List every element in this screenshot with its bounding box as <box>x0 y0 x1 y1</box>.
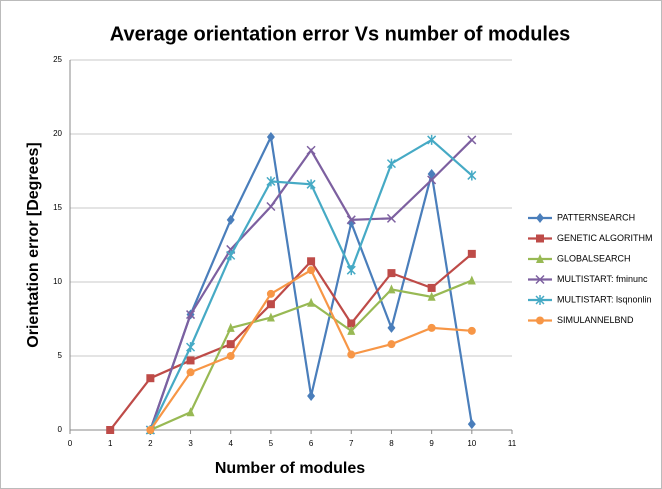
marker <box>427 175 437 185</box>
marker <box>347 350 356 359</box>
marker <box>387 340 396 349</box>
marker <box>186 368 195 377</box>
marker <box>467 326 476 335</box>
marker <box>467 249 476 258</box>
marker <box>427 323 436 332</box>
legend-label: GENETIC ALGORITHM <box>557 233 653 243</box>
y-tick-label: 20 <box>53 129 62 138</box>
marker <box>186 407 195 417</box>
marker <box>266 300 275 309</box>
legend-marker <box>536 234 544 243</box>
marker <box>186 356 195 365</box>
chart-title: Average orientation error Vs number of m… <box>110 23 570 45</box>
marker <box>427 134 437 145</box>
x-tick-label: 0 <box>68 439 73 448</box>
marker <box>266 176 276 187</box>
marker <box>307 266 316 275</box>
marker <box>427 283 436 292</box>
marker <box>467 275 476 285</box>
marker <box>266 201 276 212</box>
marker <box>346 265 356 276</box>
marker <box>266 131 275 142</box>
marker <box>427 291 436 301</box>
legend-marker <box>535 274 545 285</box>
x-tick-label: 9 <box>429 439 434 448</box>
y-tick-label: 15 <box>53 203 62 212</box>
marker <box>346 215 356 225</box>
y-tick-label: 25 <box>53 55 62 64</box>
x-tick-label: 1 <box>108 439 113 448</box>
marker <box>226 250 236 261</box>
y-tick-label: 5 <box>58 351 63 360</box>
marker <box>347 319 356 328</box>
legend-marker <box>536 316 544 325</box>
marker <box>106 426 115 434</box>
marker <box>306 179 316 190</box>
y-axis-label: Orientation error [Degrees] <box>25 142 42 347</box>
legend-label: MULTISTART: lsqnonlin <box>557 294 652 304</box>
marker <box>387 269 396 278</box>
legend-marker <box>536 254 544 263</box>
marker <box>307 297 316 307</box>
marker <box>347 325 356 335</box>
marker <box>307 257 316 266</box>
marker <box>386 213 396 223</box>
x-axis-label: Number of modules <box>215 460 365 477</box>
marker <box>146 374 155 383</box>
marker <box>266 312 275 322</box>
marker <box>307 390 316 401</box>
marker <box>146 426 155 434</box>
marker <box>266 289 275 298</box>
x-tick-label: 2 <box>148 439 153 448</box>
x-tick-label: 7 <box>349 439 354 448</box>
marker <box>386 158 396 169</box>
x-tick-label: 11 <box>508 439 517 448</box>
x-tick-label: 4 <box>229 439 234 448</box>
legend-label: PATTERNSEARCH <box>557 212 635 222</box>
legend-marker <box>536 213 544 223</box>
y-tick-label: 10 <box>53 277 62 286</box>
legend-label: MULTISTART: fminunc <box>557 274 648 284</box>
marker <box>226 322 235 332</box>
x-tick-label: 6 <box>309 439 314 448</box>
y-tick-label: 0 <box>58 425 63 434</box>
marker <box>226 214 235 225</box>
x-tick-label: 8 <box>389 439 394 448</box>
marker <box>186 310 196 320</box>
legend-marker <box>535 295 545 305</box>
marker <box>306 145 316 155</box>
marker <box>226 352 235 360</box>
marker <box>226 340 235 349</box>
marker <box>467 135 477 145</box>
legend-label: GLOBALSEARCH <box>557 253 631 263</box>
x-tick-label: 5 <box>269 439 274 448</box>
marker <box>467 170 477 181</box>
legend-label: SIMULANNELBND <box>557 315 634 325</box>
marker <box>186 342 196 353</box>
marker <box>387 322 396 333</box>
marker <box>387 284 396 294</box>
x-tick-label: 3 <box>188 439 193 448</box>
marker <box>467 419 476 430</box>
x-tick-label: 10 <box>467 439 476 448</box>
